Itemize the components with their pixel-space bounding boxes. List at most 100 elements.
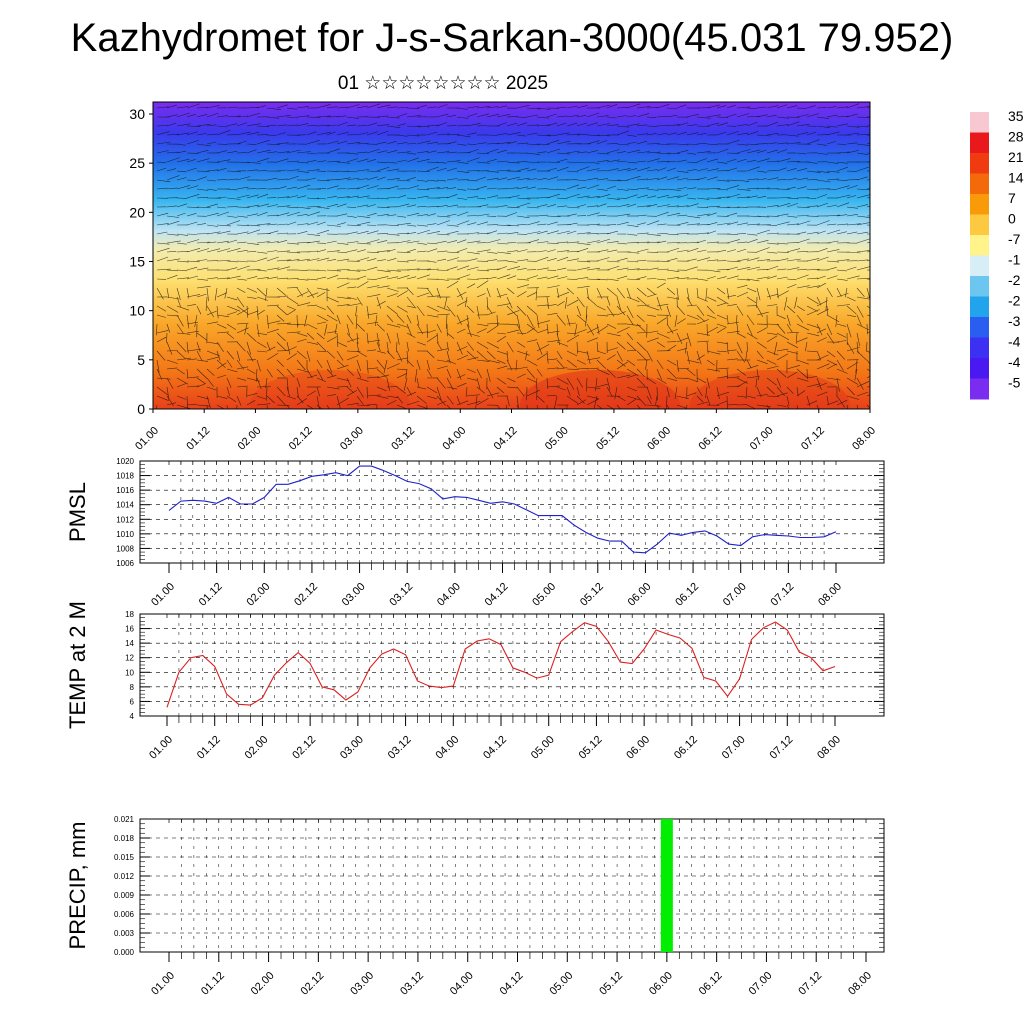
x-tick-label: 01.12 [184,425,212,453]
x-tick-label: 07.12 [799,425,827,453]
y-axis-title: PMSL [65,482,90,542]
x-tick-label: 03.00 [340,581,368,609]
x-tick-label: 03.12 [386,734,414,762]
y-tick-label: 0.000 [114,948,135,957]
y-tick-label: 14 [125,639,134,648]
y-tick-label: 8 [130,683,135,692]
colorbar-swatch [970,255,989,277]
wind-barbs [156,103,870,409]
y-tick-label: 10 [129,303,145,319]
colorbar-swatch [970,132,989,154]
x-tick-label: 01.00 [133,425,161,453]
x-tick-label: 07.00 [747,970,775,998]
x-tick-label: 07.00 [721,581,749,609]
colorbar-label: 14 [1008,170,1024,186]
x-tick-label: 05.00 [543,425,571,453]
colorbar-label: -2 [1008,293,1021,309]
x-tick-label: 03.12 [398,970,426,998]
x-tick-label: 08.00 [816,581,844,609]
y-tick-label: 20 [129,204,145,220]
x-tick-label: 06.00 [626,581,654,609]
x-tick-label: 02.00 [244,581,272,609]
y-tick-label: 1012 [116,515,134,524]
x-tick-label: 03.00 [338,425,366,453]
x-tick-label: 01.00 [149,581,177,609]
colorbar-label: 21 [1008,149,1024,165]
y-tick-label: 0.021 [114,815,135,824]
colorbar-swatch [970,214,989,236]
x-tick-label: 03.00 [338,734,366,762]
colorbar-label: 28 [1008,129,1024,145]
series-line [166,621,836,708]
temp-panel: 4 6 8 10 12 14 16 18 01.00 01.12 02.00 02.12 03.00 03… [65,601,885,762]
x-tick-label: 04.12 [483,581,511,609]
colorbar-label: 7 [1008,190,1016,206]
x-tick-label: 06.00 [645,425,673,453]
x-tick-label: 03.12 [389,425,417,453]
colorbar-swatch [970,296,989,318]
colorbar-label: -7 [1008,231,1021,247]
colorbar-label: -1 [1008,252,1021,268]
y-tick-label: 1010 [116,530,134,539]
y-tick-label: 16 [125,625,134,634]
x-tick-label: 05.00 [529,734,557,762]
y-tick-label: 1008 [116,544,134,553]
x-tick-label: 02.00 [249,970,277,998]
y-tick-label: 10 [125,668,134,677]
x-tick-label: 06.12 [697,425,725,453]
x-tick-label: 04.00 [440,425,468,453]
x-tick-label: 07.12 [767,734,795,762]
x-tick-label: 05.12 [577,734,605,762]
colorbar-label: -4 [1008,334,1021,350]
panel-frame [139,460,885,564]
heatmap-panel: 0 5 10 15 20 25 30 01.00 01.12 02.00 02.12 03.00 03.… [129,101,878,453]
x-tick-label: 08.00 [815,734,843,762]
heatmap-field [153,102,870,409]
x-tick-label: 01.12 [195,734,223,762]
colorbar-swatch [970,337,989,359]
x-tick-label: 02.00 [236,425,264,453]
warm-core [250,370,410,409]
x-tick-label: 02.12 [287,425,315,453]
x-tick-label: 01.12 [199,970,227,998]
x-tick-label: 04.00 [448,970,476,998]
warm-core [520,370,680,409]
y-tick-label: 0 [137,401,145,417]
x-tick-label: 07.00 [748,425,776,453]
x-tick-label: 06.00 [647,970,675,998]
y-tick-label: 1018 [116,472,134,481]
y-tick-label: 0.009 [114,891,135,900]
x-tick-label: 04.00 [433,734,461,762]
colorbar-label: -2 [1008,272,1021,288]
x-tick-label: 06.12 [673,581,701,609]
colorbar-label: -4 [1008,354,1021,370]
chart-subtitle: 01 ☆☆☆☆☆☆☆☆ 2025 [337,73,549,94]
x-tick-label: 08.00 [850,425,878,453]
x-tick-label: 04.00 [435,581,463,609]
x-tick-label: 02.00 [243,734,271,762]
y-tick-label: 1016 [116,486,134,495]
panel-frame [139,818,885,953]
colorbar-swatch [970,194,989,215]
y-tick-label: 1014 [116,501,134,510]
y-tick-label: 18 [125,610,134,619]
series-line [168,465,837,554]
y-tick-label: 5 [137,352,145,368]
chart-title: Kazhydromet for J-s-Sarkan-3000(45.031 7… [70,16,954,60]
colorbar-swatch [970,317,989,338]
colorbar-swatch [970,173,989,195]
colorbar-swatch [970,112,989,133]
colorbar-swatch [970,276,989,297]
x-tick-label: 05.00 [530,581,558,609]
y-tick-label: 0.012 [114,872,135,881]
pmsl-panel: 1006 1008 1010 1012 1014 1016 1018 1020 01.00 01.… [65,457,885,609]
x-tick-label: 05.12 [594,425,622,453]
colorbar-label: 0 [1008,211,1016,227]
x-tick-label: 01.00 [149,970,177,998]
y-tick-label: 1006 [116,559,134,568]
x-tick-label: 04.12 [498,970,526,998]
y-tick-label: 0.015 [114,853,135,862]
colorbar-label: -3 [1008,313,1021,329]
y-axis-title: TEMP at 2 M [65,601,90,729]
y-tick-label: 6 [130,697,135,706]
